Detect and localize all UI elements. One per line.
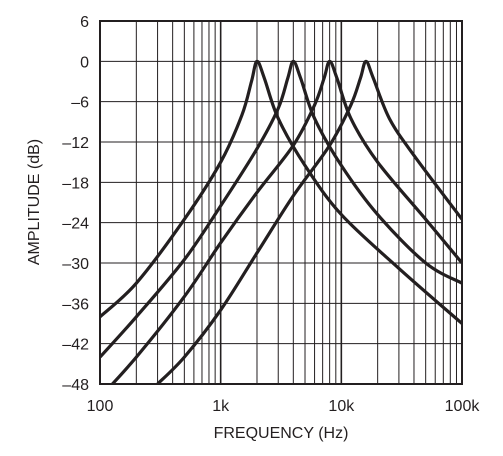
y-tick-label: –6 (71, 95, 89, 112)
x-axis-title: FREQUENCY (Hz) (214, 425, 349, 442)
x-tick-label: 100k (445, 398, 481, 415)
x-tick-label: 100 (87, 398, 114, 415)
plot-frame (99, 20, 463, 385)
y-axis-title: AMPLITUDE (dB) (26, 139, 43, 265)
series-line-4 (156, 59, 462, 384)
x-tick-label: 1k (212, 398, 230, 415)
y-tick-label: –30 (62, 256, 89, 273)
y-tick-label: 0 (80, 54, 89, 71)
minor-gridlines (100, 20, 462, 385)
y-tick-label: –42 (62, 337, 89, 354)
y-tick-label: –48 (62, 377, 89, 394)
y-tick-labels: 6 0 –6 –12 –18 –24 –30 –36 –42 –48 (62, 14, 89, 394)
y-tick-label: 6 (80, 14, 89, 31)
x-tick-label: 10k (328, 398, 355, 415)
series-line-3 (110, 59, 462, 384)
major-gridlines (99, 21, 463, 384)
series-line-1 (100, 59, 462, 325)
y-tick-label: –18 (62, 175, 89, 192)
x-tick-labels: 100 1k 10k 100k (87, 398, 481, 415)
series-line-2 (100, 59, 462, 359)
y-tick-label: –24 (62, 216, 89, 233)
y-tick-label: –36 (62, 296, 89, 313)
series-group (100, 59, 462, 384)
y-tick-label: –12 (62, 135, 89, 152)
